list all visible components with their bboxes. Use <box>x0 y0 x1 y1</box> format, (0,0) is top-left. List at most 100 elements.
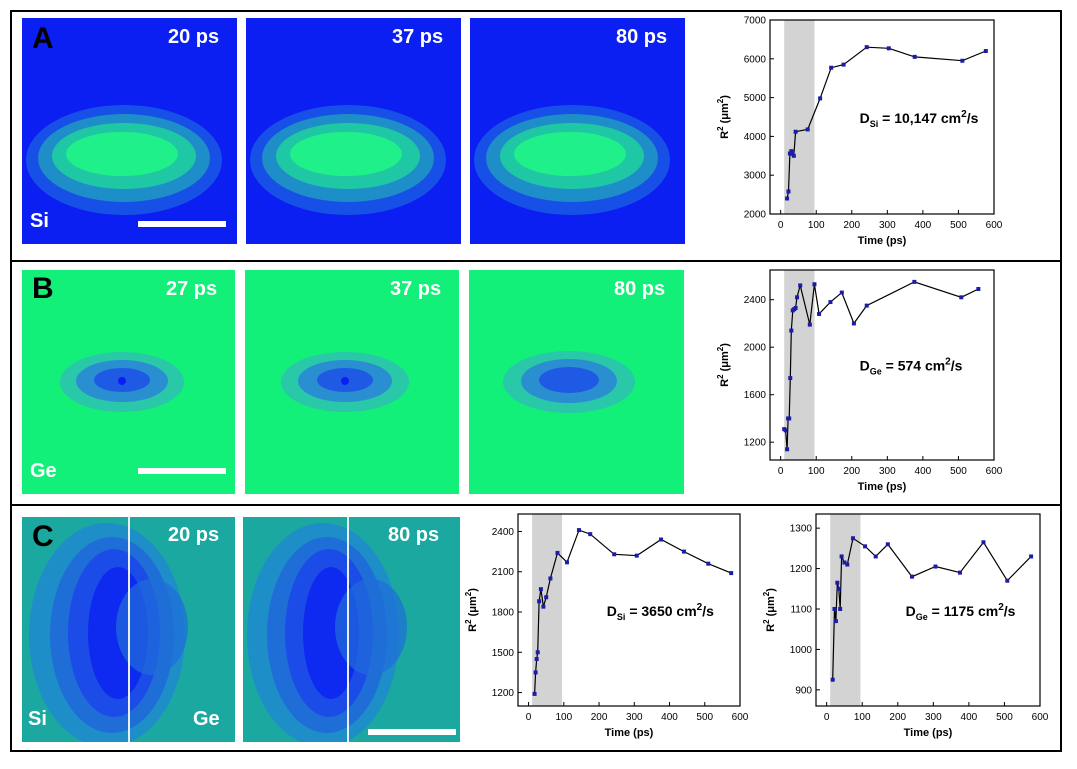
x-tick-label: 300 <box>626 712 643 723</box>
data-point <box>845 562 850 567</box>
chart-c-si: 0 100 200 300 400 500 600 1200 1500 1800 2100 2400 T… <box>460 508 750 748</box>
data-point <box>864 303 869 308</box>
y-axis-label: R2 (μm2) <box>762 588 777 632</box>
x-axis-label: Time (ps) <box>904 727 953 739</box>
x-tick-label: 300 <box>879 466 896 477</box>
y-axis-label: R2 (μm2) <box>716 343 731 387</box>
data-point <box>787 151 792 156</box>
data-point <box>839 554 844 559</box>
data-point <box>933 564 938 569</box>
ge-frame-1-time: 27 ps <box>166 278 218 300</box>
data-point <box>788 376 793 381</box>
x-tick-label: 600 <box>986 466 1003 477</box>
y-tick-label: 2000 <box>744 210 767 221</box>
heterojunction-map-frame-1 <box>22 517 235 742</box>
x-tick-label: 400 <box>961 712 978 723</box>
data-point <box>681 549 686 554</box>
y-tick-label: 1800 <box>492 608 515 619</box>
data-point <box>912 279 917 284</box>
data-point <box>885 542 890 547</box>
data-point <box>812 282 817 287</box>
x-tick-label: 500 <box>996 712 1013 723</box>
si-map-frame-2 <box>246 18 461 244</box>
x-tick-label: 300 <box>879 220 896 231</box>
data-point <box>864 45 869 50</box>
plot-frame <box>517 513 741 707</box>
shaded-region <box>532 514 563 706</box>
data-point <box>910 574 914 579</box>
y-tick-label: 4000 <box>744 132 767 143</box>
data-point <box>588 532 593 537</box>
panel-label-c: C <box>32 520 54 553</box>
x-tick-label: 600 <box>1032 712 1049 723</box>
y-tick-label: 1200 <box>790 564 813 575</box>
data-point <box>833 619 838 624</box>
y-tick-label: 1200 <box>492 688 515 699</box>
data-point <box>789 149 794 154</box>
hetero-si-label: Si <box>28 708 47 730</box>
si-frame-3-time: 80 ps <box>616 26 668 48</box>
x-tick-label: 500 <box>950 220 967 231</box>
data-point <box>789 328 794 333</box>
ge-map-frame-3 <box>469 270 684 494</box>
data-point <box>612 552 617 557</box>
data-point <box>841 62 846 67</box>
data-point <box>783 428 788 433</box>
si-frame-2-time: 37 ps <box>392 26 444 48</box>
data-point <box>863 544 868 549</box>
scale-bar-c <box>368 729 456 735</box>
y-tick-label: 3000 <box>744 171 767 182</box>
y-tick-label: 1300 <box>790 524 813 535</box>
data-point <box>830 677 835 682</box>
x-tick-label: 200 <box>843 220 860 231</box>
diffusion-annotation: DGe = 1175 cm2/s <box>906 602 1016 622</box>
data-point <box>817 311 822 316</box>
hetero-frame-2-time: 80 ps <box>388 524 440 546</box>
y-tick-label: 1500 <box>492 648 515 659</box>
data-point <box>959 295 964 300</box>
si-frame-1-time: 20 ps <box>168 26 220 48</box>
y-tick-label: 1100 <box>790 604 812 615</box>
scale-bar-a <box>138 221 226 227</box>
panel-label-b: B <box>32 272 54 305</box>
data-point <box>829 65 834 70</box>
x-axis-label: Time (ps) <box>605 727 654 739</box>
y-axis-label: R2 (μm2) <box>716 95 731 139</box>
x-tick-label: 0 <box>824 712 830 723</box>
diffusion-annotation: DSi = 3650 cm2/s <box>607 602 714 622</box>
ge-material-label: Ge <box>30 460 57 482</box>
si-map-frame-1 <box>22 18 237 244</box>
data-point <box>795 295 800 300</box>
chart-c-ge: 0 100 200 300 400 500 600 900 1000 1100 1200 1300 Ti… <box>758 508 1050 748</box>
y-tick-label: 900 <box>795 685 812 696</box>
x-tick-label: 600 <box>732 712 749 723</box>
y-tick-label: 2000 <box>744 343 767 354</box>
x-tick-label: 100 <box>854 712 871 723</box>
ge-frame-2-time: 37 ps <box>390 278 442 300</box>
chart-b: 0 100 200 300 400 500 600 1200 1600 2000 2400 Time … <box>712 264 1004 502</box>
data-point <box>729 571 734 576</box>
data-point <box>793 306 798 310</box>
x-tick-label: 200 <box>843 466 860 477</box>
plot-frame <box>769 269 995 461</box>
si-material-label: Si <box>30 210 49 232</box>
data-point <box>1005 578 1010 583</box>
x-tick-label: 300 <box>925 712 942 723</box>
x-tick-label: 0 <box>778 220 784 231</box>
ge-frame-3-time: 80 ps <box>614 278 666 300</box>
data-point <box>805 127 810 132</box>
diffusion-annotation: DGe = 574 cm2/s <box>860 357 963 377</box>
data-point <box>839 290 844 295</box>
data-point <box>960 58 965 63</box>
data-point <box>706 561 711 566</box>
x-tick-label: 500 <box>696 712 713 723</box>
x-tick-label: 400 <box>915 220 932 231</box>
plot-frame <box>815 513 1041 707</box>
hetero-frame-1-time: 20 ps <box>168 524 220 546</box>
x-tick-label: 0 <box>526 712 532 723</box>
ge-map-frame-2 <box>245 270 459 494</box>
y-tick-label: 2100 <box>492 567 515 578</box>
data-point <box>785 447 790 452</box>
data-point <box>836 586 841 591</box>
x-tick-label: 100 <box>808 220 825 231</box>
